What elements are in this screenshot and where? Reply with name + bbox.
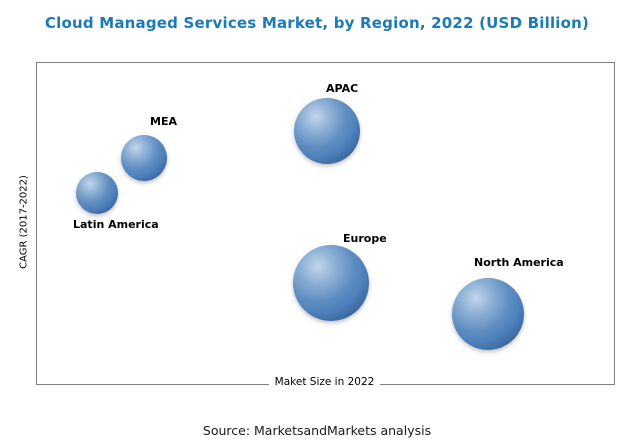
bubble-label-apac: APAC: [326, 82, 359, 95]
bubble-label-north-america: North America: [474, 256, 564, 269]
bubble-label-latin-america: Latin America: [73, 218, 159, 231]
x-axis-label: Maket Size in 2022: [36, 376, 613, 388]
source-note: Source: MarketsandMarkets analysis: [202, 423, 432, 438]
plot-area: Latin America MEA APAC Europe North America: [36, 62, 615, 385]
x-axis-label-text: Maket Size in 2022: [268, 376, 381, 388]
chart-title: Cloud Managed Services Market, by Region…: [44, 14, 590, 32]
bubble-north-america: [452, 278, 524, 350]
bubble-label-mea: MEA: [150, 115, 177, 128]
bubble-europe: [293, 245, 369, 321]
bubble-apac: [294, 98, 360, 164]
bubble-label-europe: Europe: [343, 232, 387, 245]
y-axis-label: CAGR (2017-2022): [18, 175, 30, 269]
bubble-latin-america: [76, 172, 118, 214]
bubble-mea: [121, 135, 167, 181]
